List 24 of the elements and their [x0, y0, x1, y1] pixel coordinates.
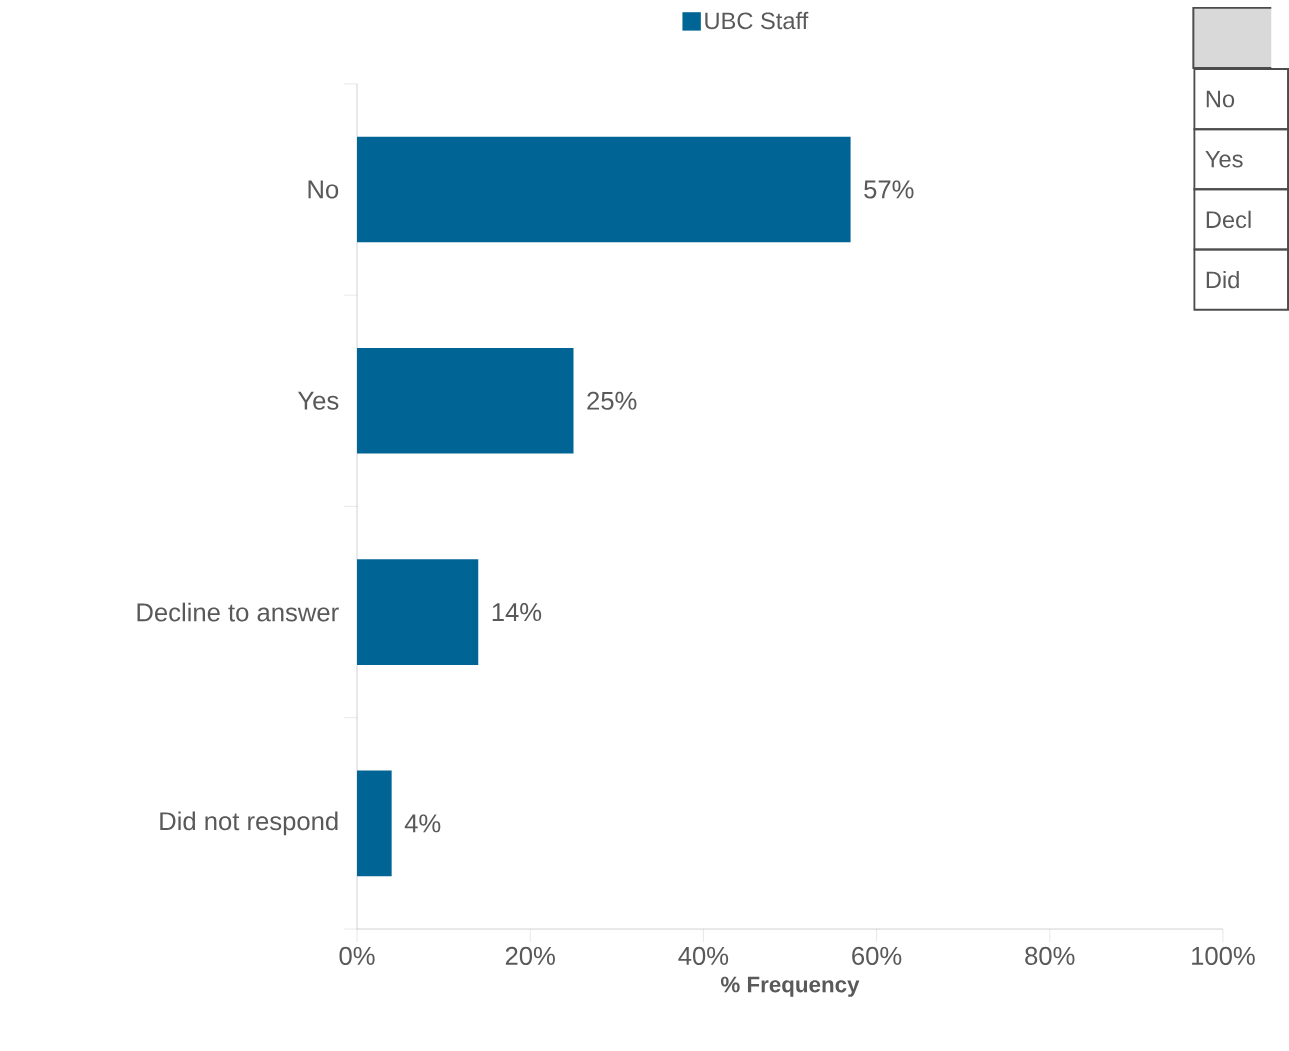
x-axis-title: % Frequency [720, 976, 860, 997]
data-label: 4% [404, 814, 441, 833]
bar [357, 347, 574, 454]
x-tick-label: 40% [678, 946, 729, 965]
y-tick-label: No [308, 180, 339, 199]
data-label: 25% [587, 391, 637, 410]
y-tick-label: Yes [297, 391, 339, 410]
annotation: Decl [1206, 210, 1251, 228]
data-label: 57% [864, 180, 914, 199]
x-tick-label: 0% [339, 946, 375, 965]
annotation: Yes [1205, 150, 1243, 168]
annotation: No [1206, 90, 1235, 108]
legend-label: UBC Staff [705, 11, 809, 30]
x-tick-label: 60% [852, 946, 902, 965]
y-tick-label: Decline to answer [137, 602, 339, 622]
bar [357, 559, 479, 665]
bar [357, 770, 392, 877]
bar [357, 136, 851, 243]
x-tick-label: 20% [505, 946, 555, 965]
annotation: Did [1206, 270, 1239, 289]
y-tick-label: Did not respond [160, 811, 338, 836]
data-label: 14% [492, 602, 542, 621]
x-tick-label: 100% [1192, 946, 1255, 965]
x-tick-label: 80% [1025, 946, 1075, 965]
